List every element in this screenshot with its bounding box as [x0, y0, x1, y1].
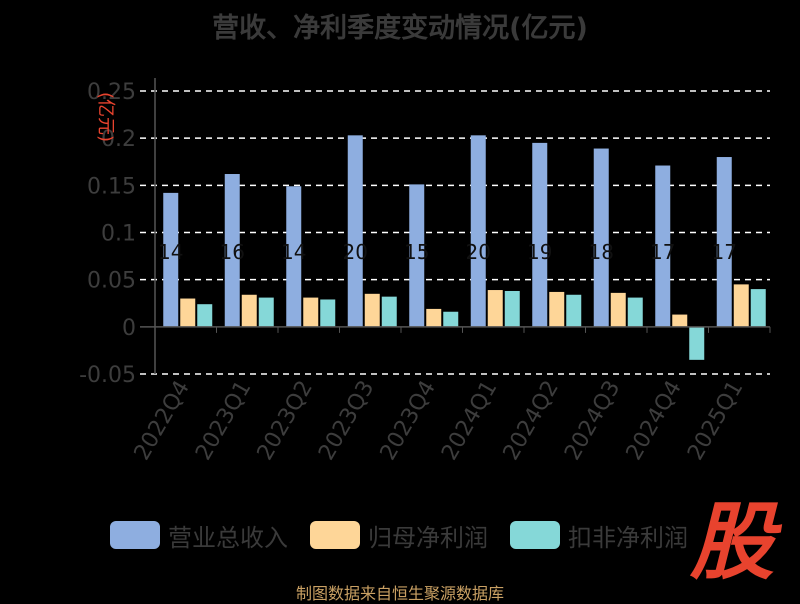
legend-label-net-profit: 归母净利润 [368, 523, 488, 552]
legend-swatch-net-profit [310, 521, 360, 549]
bar-net-profit [672, 314, 688, 327]
data-label: 20 [343, 240, 368, 264]
x-tick-label: 2023Q1 [191, 377, 256, 465]
legend-item-deducted-profit[interactable]: 扣非净利润 [510, 518, 688, 552]
legend-item-net-profit[interactable]: 归母净利润 [310, 518, 488, 552]
bar-net-profit [549, 291, 565, 327]
data-label: 17 [650, 240, 675, 264]
bar-net-profit [610, 292, 626, 327]
bar-net-profit [733, 284, 749, 327]
x-tick-label: 2023Q3 [314, 377, 379, 465]
data-label: 15 [404, 240, 429, 264]
legend-item-revenue[interactable]: 营业总收入 [110, 518, 288, 552]
chart-legend: 营业总收入 归母净利润 扣非净利润 [0, 518, 800, 552]
bar-deducted-profit [750, 289, 766, 327]
legend-swatch-deducted-profit [510, 521, 560, 549]
data-label: 14 [158, 240, 183, 264]
bar-revenue [655, 165, 671, 327]
data-label: 17 [712, 240, 737, 264]
bar-net-profit [303, 297, 319, 327]
bar-revenue [286, 186, 302, 327]
legend-swatch-revenue [110, 521, 160, 549]
data-label: 20 [466, 240, 491, 264]
data-label: 19 [527, 240, 552, 264]
logo-icon: 股 [690, 493, 775, 591]
y-tick-label: 0 [122, 316, 136, 341]
y-tick-label: 0.25 [87, 80, 136, 105]
source-note: 制图数据来自恒生聚源数据库 [295, 584, 504, 603]
bar-revenue [347, 135, 363, 327]
bar-revenue [593, 148, 609, 327]
bar-net-profit [241, 294, 257, 327]
bar-net-profit [180, 298, 196, 327]
bar-deducted-profit [566, 294, 582, 327]
bar-deducted-profit [689, 326, 705, 360]
y-tick-label: -0.05 [79, 363, 136, 388]
bar-deducted-profit [258, 297, 274, 327]
x-tick-label: 2023Q2 [253, 377, 318, 465]
x-tick-label: 2024Q3 [560, 377, 625, 465]
x-tick-label: 2024Q1 [437, 377, 502, 465]
bar-revenue [532, 142, 548, 327]
y-tick-label: 0.1 [101, 222, 136, 247]
data-label: 16 [220, 240, 245, 264]
bar-revenue [163, 192, 179, 327]
bar-revenue [409, 184, 425, 327]
bar-revenue [716, 157, 732, 327]
bar-deducted-profit [443, 311, 459, 327]
y-tick-label: 0.2 [101, 127, 136, 152]
bar-deducted-profit [504, 290, 520, 327]
x-tick-label: 2024Q4 [622, 377, 687, 465]
x-tick-label: 2024Q2 [499, 377, 564, 465]
bar-net-profit [364, 293, 380, 327]
bar-revenue [470, 135, 486, 327]
x-tick-label: 2023Q4 [376, 377, 441, 465]
chart-title: 营收、净利季度变动情况(亿元) [212, 13, 588, 44]
data-label: 14 [281, 240, 306, 264]
bar-deducted-profit [381, 296, 397, 327]
bar-net-profit [487, 290, 503, 327]
bar-revenue [224, 174, 240, 327]
y-tick-label: 0.05 [87, 269, 136, 294]
bar-net-profit [426, 308, 442, 327]
legend-label-deducted-profit: 扣非净利润 [568, 523, 688, 552]
y-tick-label: 0.15 [87, 174, 136, 199]
bar-deducted-profit [320, 299, 336, 327]
x-tick-label: 2025Q1 [683, 377, 748, 465]
data-label: 18 [589, 240, 614, 264]
bar-deducted-profit [627, 297, 643, 327]
legend-label-revenue: 营业总收入 [168, 523, 288, 552]
x-tick-label: 2022Q4 [130, 377, 195, 465]
y-axis-title: (亿元) [95, 92, 116, 142]
bar-deducted-profit [197, 304, 213, 327]
